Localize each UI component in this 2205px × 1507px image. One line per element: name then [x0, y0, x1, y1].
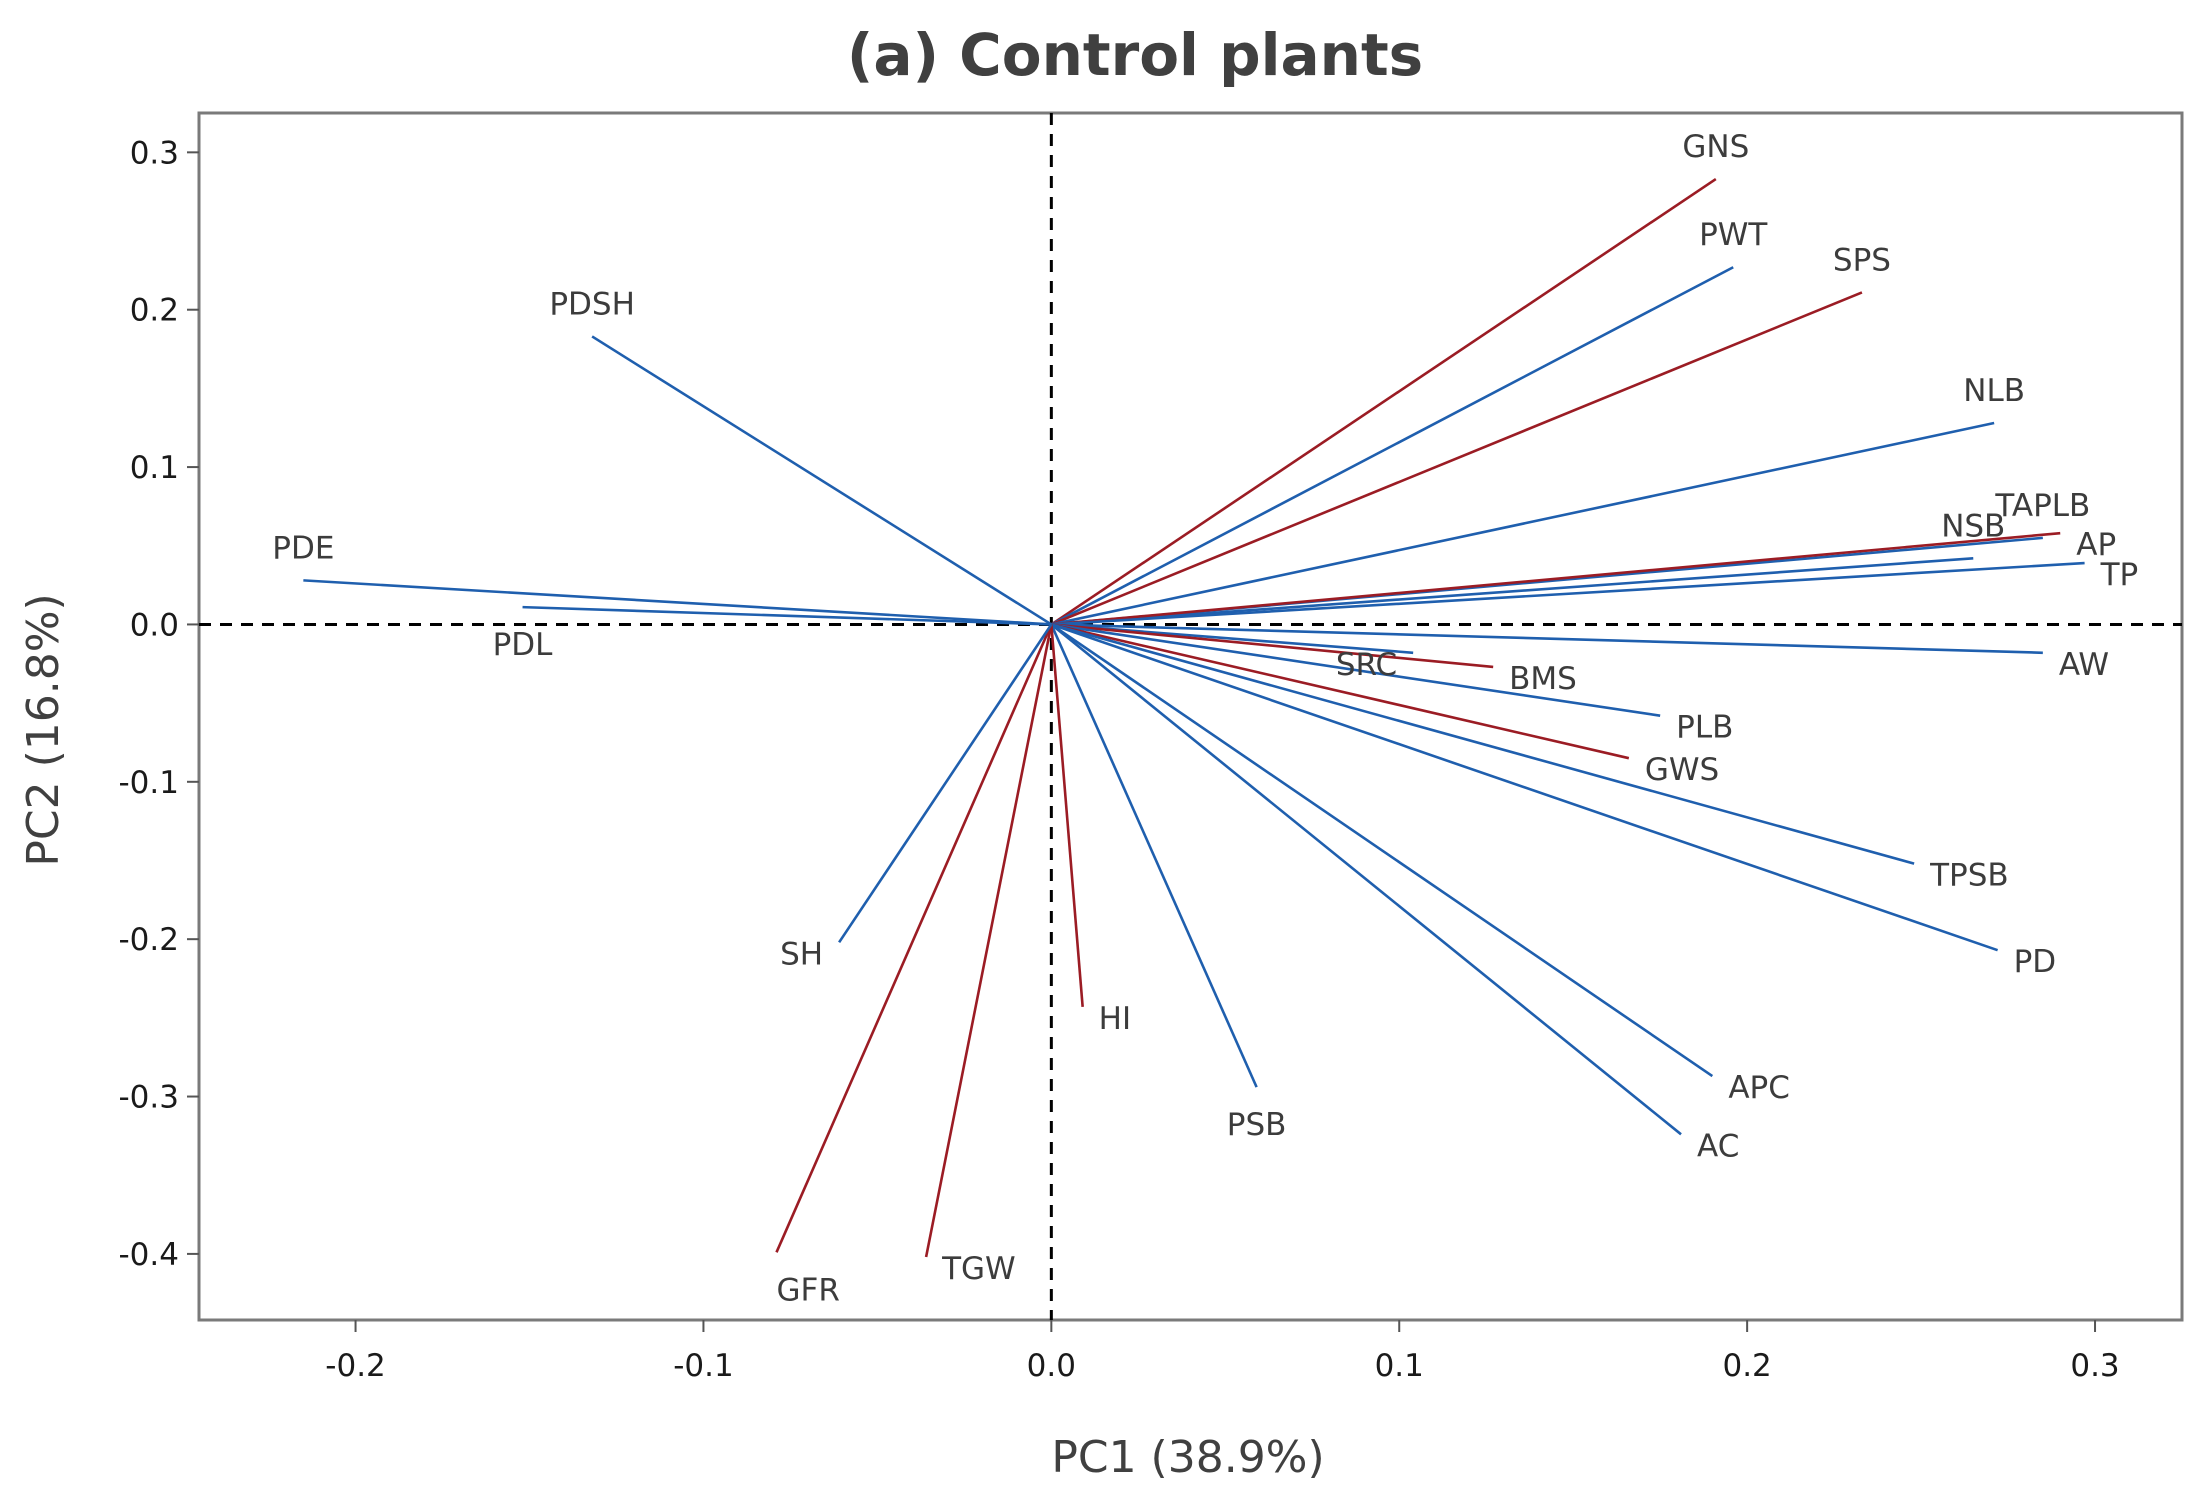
- label-src: SRC: [1336, 647, 1397, 683]
- vector-nsb: [1051, 557, 1974, 626]
- vector-pde: [303, 579, 1052, 626]
- vector-pd: [1050, 623, 1999, 952]
- label-tgw: TGW: [941, 1251, 1016, 1287]
- vector-gfr: [775, 623, 1053, 1253]
- label-tp: TP: [2100, 557, 2139, 593]
- label-nlb: NLB: [1963, 373, 2025, 409]
- y-tick-label: -0.4: [119, 1237, 180, 1273]
- vector-bms: [1051, 623, 1494, 669]
- vector-hi: [1050, 624, 1084, 1007]
- vector-tp: [1051, 561, 2085, 626]
- vector-apc: [1050, 623, 1714, 1078]
- label-psb: PSB: [1227, 1107, 1287, 1143]
- label-nsb: NSB: [1941, 508, 2005, 544]
- label-hi: HI: [1099, 1001, 1131, 1037]
- label-gws: GWS: [1645, 752, 1719, 788]
- label-ac: AC: [1697, 1128, 1739, 1164]
- x-tick-label: 0.1: [1375, 1348, 1424, 1384]
- label-taplb: TAPLB: [1994, 488, 2090, 524]
- label-apc: APC: [1728, 1070, 1790, 1106]
- y-tick-label: 0.3: [130, 135, 179, 171]
- vector-gns: [1050, 178, 1717, 626]
- label-pdsh: PDSH: [549, 286, 635, 322]
- vector-psb: [1050, 623, 1258, 1088]
- vector-tpsb: [1050, 623, 1915, 865]
- vector-ac: [1050, 623, 1682, 1136]
- y-tick-label: -0.3: [119, 1080, 180, 1116]
- label-bms: BMS: [1509, 661, 1577, 697]
- chart-title: (a) Control plants: [847, 21, 1423, 89]
- y-tick-label: 0.0: [130, 607, 179, 643]
- loading-vectors: [303, 178, 2085, 1258]
- y-axis-title: PC2 (16.8%): [18, 593, 69, 866]
- y-tick-label: 0.2: [130, 293, 179, 329]
- vector-gws: [1051, 623, 1630, 760]
- vector-pdsh: [591, 335, 1053, 626]
- vector-aw: [1051, 623, 2043, 655]
- vector-ap: [1051, 531, 2061, 626]
- x-axis: -0.2 -0.1 0.0 0.1 0.2 0.3: [325, 1320, 2120, 1384]
- x-tick-label: -0.1: [673, 1348, 734, 1384]
- x-tick-label: 0.2: [1722, 1348, 1771, 1384]
- plot-area-frame: [197, 111, 2184, 1322]
- label-pdl: PDL: [493, 627, 554, 663]
- x-tick-label: 0.3: [2070, 1348, 2119, 1384]
- label-pde: PDE: [272, 530, 334, 566]
- label-pd: PD: [2014, 944, 2057, 980]
- vector-sps: [1050, 291, 1863, 626]
- label-gfr: GFR: [777, 1272, 840, 1308]
- y-tick-label: 0.1: [130, 450, 179, 486]
- vector-pdl: [522, 605, 1052, 626]
- vector-tgw: [924, 624, 1053, 1258]
- label-gns: GNS: [1682, 129, 1749, 165]
- vector-sh: [838, 623, 1053, 944]
- label-sh: SH: [780, 936, 823, 972]
- vector-pwt: [1050, 266, 1734, 626]
- vector-plb: [1051, 623, 1661, 717]
- label-sps: SPS: [1833, 242, 1891, 278]
- label-plb: PLB: [1676, 710, 1733, 746]
- label-aw: AW: [2059, 647, 2109, 683]
- x-axis-title: PC1 (38.9%): [1051, 1432, 1324, 1483]
- y-tick-label: -0.2: [119, 922, 180, 958]
- label-pwt: PWT: [1699, 217, 1768, 253]
- vector-nlb: [1051, 421, 1995, 626]
- y-tick-label: -0.1: [119, 765, 180, 801]
- x-tick-label: -0.2: [325, 1348, 386, 1384]
- label-ap: AP: [2076, 527, 2116, 563]
- y-axis: 0.3 0.2 0.1 0.0 -0.1 -0.2 -0.3 -0.4: [119, 135, 199, 1273]
- x-tick-label: 0.0: [1027, 1348, 1076, 1384]
- label-tpsb: TPSB: [1929, 858, 2009, 894]
